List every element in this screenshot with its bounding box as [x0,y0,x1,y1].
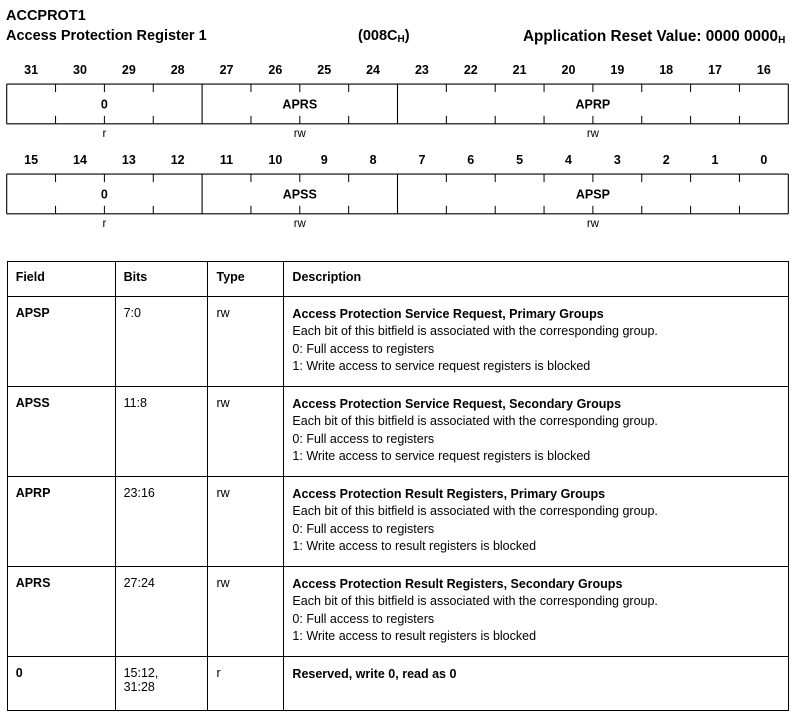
svg-text:12: 12 [171,153,185,167]
svg-text:30: 30 [73,63,87,77]
svg-text:rw: rw [587,128,600,140]
svg-text:31: 31 [24,63,38,77]
svg-text:APRP: APRP [576,97,611,111]
svg-text:27: 27 [220,63,234,77]
svg-text:18: 18 [659,63,673,77]
svg-text:APSP: APSP [576,187,610,201]
svg-text:rw: rw [587,218,600,230]
svg-text:11: 11 [220,153,233,167]
svg-text:APRS: APRS [282,97,317,111]
svg-text:5: 5 [516,153,523,167]
svg-text:29: 29 [122,63,136,77]
svg-text:2: 2 [663,153,670,167]
svg-text:3: 3 [614,153,621,167]
svg-text:rw: rw [294,128,307,140]
svg-text:4: 4 [565,153,572,167]
svg-text:8: 8 [370,153,377,167]
svg-text:rw: rw [294,218,307,230]
svg-text:15: 15 [24,153,38,167]
svg-text:0: 0 [101,187,108,201]
svg-text:16: 16 [757,63,771,77]
svg-text:10: 10 [268,153,282,167]
svg-text:24: 24 [366,63,380,77]
svg-text:0: 0 [760,153,767,167]
svg-text:0: 0 [101,97,108,111]
svg-text:23: 23 [415,63,429,77]
svg-text:20: 20 [562,63,576,77]
svg-text:19: 19 [610,63,624,77]
svg-text:28: 28 [171,63,185,77]
svg-text:7: 7 [418,153,425,167]
svg-text:13: 13 [122,153,136,167]
svg-text:1: 1 [712,153,719,167]
svg-text:25: 25 [317,63,331,77]
svg-text:26: 26 [268,63,282,77]
svg-text:6: 6 [467,153,474,167]
svg-text:9: 9 [321,153,328,167]
svg-text:22: 22 [464,63,478,77]
svg-text:APSS: APSS [283,187,317,201]
svg-text:14: 14 [73,153,87,167]
svg-text:r: r [102,128,106,140]
svg-text:21: 21 [513,63,527,77]
svg-text:17: 17 [708,63,722,77]
svg-text:r: r [102,218,106,230]
